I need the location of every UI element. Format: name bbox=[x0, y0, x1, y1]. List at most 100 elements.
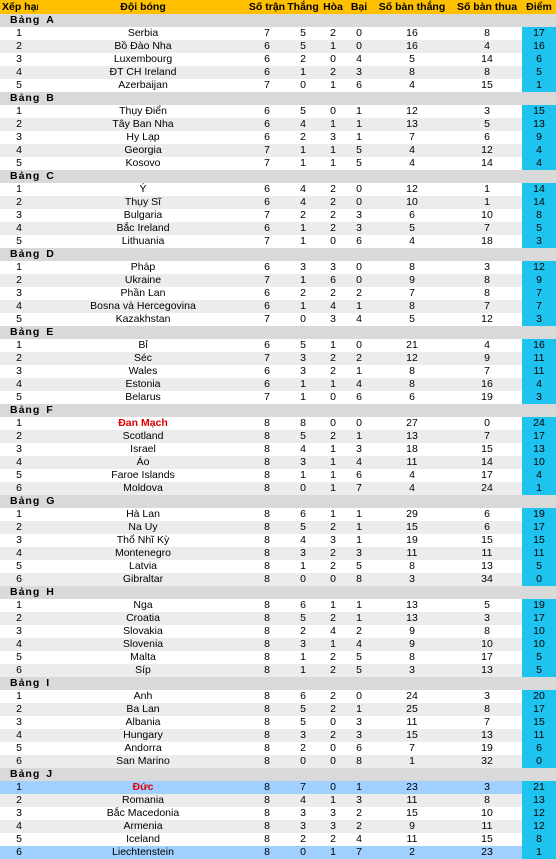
team-name: Bulgaria bbox=[38, 209, 248, 222]
group-name: F bbox=[46, 404, 54, 416]
lost: 4 bbox=[346, 313, 372, 326]
goals-against: 3 bbox=[452, 781, 522, 794]
drawn: 2 bbox=[320, 287, 346, 300]
played: 8 bbox=[248, 599, 286, 612]
goals-against: 14 bbox=[452, 456, 522, 469]
rank: 1 bbox=[0, 261, 38, 274]
rank: 6 bbox=[0, 755, 38, 768]
team-name: Đức bbox=[38, 781, 248, 794]
lost: 5 bbox=[346, 560, 372, 573]
goals-against: 15 bbox=[452, 443, 522, 456]
table-row: 6 Gibraltar 8 0 0 8 3 34 0 bbox=[0, 573, 556, 586]
goals-against: 15 bbox=[452, 79, 522, 92]
goals-against: 7 bbox=[452, 222, 522, 235]
won: 5 bbox=[286, 40, 320, 53]
points: 17 bbox=[522, 430, 556, 443]
played: 8 bbox=[248, 651, 286, 664]
team-name: Na Uy bbox=[38, 521, 248, 534]
table-row: 5 Kazakhstan 7 0 3 4 5 12 3 bbox=[0, 313, 556, 326]
points: 7 bbox=[522, 287, 556, 300]
rank: 3 bbox=[0, 443, 38, 456]
won: 0 bbox=[286, 79, 320, 92]
played: 8 bbox=[248, 846, 286, 859]
goals-against: 17 bbox=[452, 651, 522, 664]
table-row: 2 Tây Ban Nha 6 4 1 1 13 5 13 bbox=[0, 118, 556, 131]
points: 5 bbox=[522, 66, 556, 79]
table-row: 3 Hy Lạp 6 2 3 1 7 6 9 bbox=[0, 131, 556, 144]
lost: 7 bbox=[346, 482, 372, 495]
table-row: 4 Montenegro 8 3 2 3 11 11 11 bbox=[0, 547, 556, 560]
lost: 7 bbox=[346, 846, 372, 859]
goals-against: 10 bbox=[452, 807, 522, 820]
goals-against: 8 bbox=[452, 66, 522, 79]
points: 10 bbox=[522, 456, 556, 469]
won: 0 bbox=[286, 573, 320, 586]
goals-for: 27 bbox=[372, 417, 452, 430]
goals-for: 8 bbox=[372, 365, 452, 378]
rank: 2 bbox=[0, 430, 38, 443]
table-row: 3 Wales 6 3 2 1 8 7 11 bbox=[0, 365, 556, 378]
lost: 1 bbox=[346, 781, 372, 794]
goals-against: 4 bbox=[452, 339, 522, 352]
played: 8 bbox=[248, 508, 286, 521]
rank: 6 bbox=[0, 573, 38, 586]
table-row: 1 Đức 8 7 0 1 23 3 21 bbox=[0, 781, 556, 794]
team-name: Pháp bbox=[38, 261, 248, 274]
drawn: 0 bbox=[320, 391, 346, 404]
goals-for: 8 bbox=[372, 261, 452, 274]
rank: 4 bbox=[0, 729, 38, 742]
team-name: Slovenia bbox=[38, 638, 248, 651]
team-name: Hungary bbox=[38, 729, 248, 742]
drawn: 0 bbox=[320, 716, 346, 729]
goals-against: 15 bbox=[452, 833, 522, 846]
drawn: 1 bbox=[320, 638, 346, 651]
points: 14 bbox=[522, 196, 556, 209]
team-name: Kazakhstan bbox=[38, 313, 248, 326]
group-label: Bảng C bbox=[0, 170, 556, 183]
lost: 0 bbox=[346, 196, 372, 209]
lost: 6 bbox=[346, 742, 372, 755]
group-label: Bảng A bbox=[0, 14, 556, 27]
rank: 5 bbox=[0, 651, 38, 664]
won: 2 bbox=[286, 625, 320, 638]
points: 15 bbox=[522, 105, 556, 118]
lost: 5 bbox=[346, 157, 372, 170]
table-row: 2 Thụy Sĩ 6 4 2 0 10 1 14 bbox=[0, 196, 556, 209]
rank: 5 bbox=[0, 560, 38, 573]
won: 4 bbox=[286, 534, 320, 547]
points: 10 bbox=[522, 625, 556, 638]
won: 1 bbox=[286, 157, 320, 170]
table-row: 4 ĐT CH Ireland 6 1 2 3 8 8 5 bbox=[0, 66, 556, 79]
played: 6 bbox=[248, 118, 286, 131]
points: 11 bbox=[522, 365, 556, 378]
points: 17 bbox=[522, 612, 556, 625]
won: 4 bbox=[286, 118, 320, 131]
goals-for: 8 bbox=[372, 560, 452, 573]
goals-for: 16 bbox=[372, 40, 452, 53]
goals-for: 7 bbox=[372, 742, 452, 755]
goals-for: 4 bbox=[372, 144, 452, 157]
lost: 1 bbox=[346, 300, 372, 313]
rank: 1 bbox=[0, 690, 38, 703]
points: 13 bbox=[522, 794, 556, 807]
drawn: 2 bbox=[320, 352, 346, 365]
team-name: Kosovo bbox=[38, 157, 248, 170]
table-row: 3 Bulgaria 7 2 2 3 6 10 8 bbox=[0, 209, 556, 222]
drawn: 2 bbox=[320, 209, 346, 222]
won: 1 bbox=[286, 222, 320, 235]
table-row: 2 Séc 7 3 2 2 12 9 11 bbox=[0, 352, 556, 365]
played: 6 bbox=[248, 378, 286, 391]
drawn: 3 bbox=[320, 313, 346, 326]
group-header: Bảng C bbox=[0, 170, 556, 183]
drawn: 1 bbox=[320, 846, 346, 859]
goals-for: 3 bbox=[372, 573, 452, 586]
goals-against: 14 bbox=[452, 53, 522, 66]
won: 6 bbox=[286, 599, 320, 612]
group-label: Bảng E bbox=[0, 326, 556, 339]
team-name: Israel bbox=[38, 443, 248, 456]
lost: 6 bbox=[346, 235, 372, 248]
team-name: Áo bbox=[38, 456, 248, 469]
drawn: 1 bbox=[320, 508, 346, 521]
rank: 5 bbox=[0, 469, 38, 482]
goals-against: 11 bbox=[452, 547, 522, 560]
